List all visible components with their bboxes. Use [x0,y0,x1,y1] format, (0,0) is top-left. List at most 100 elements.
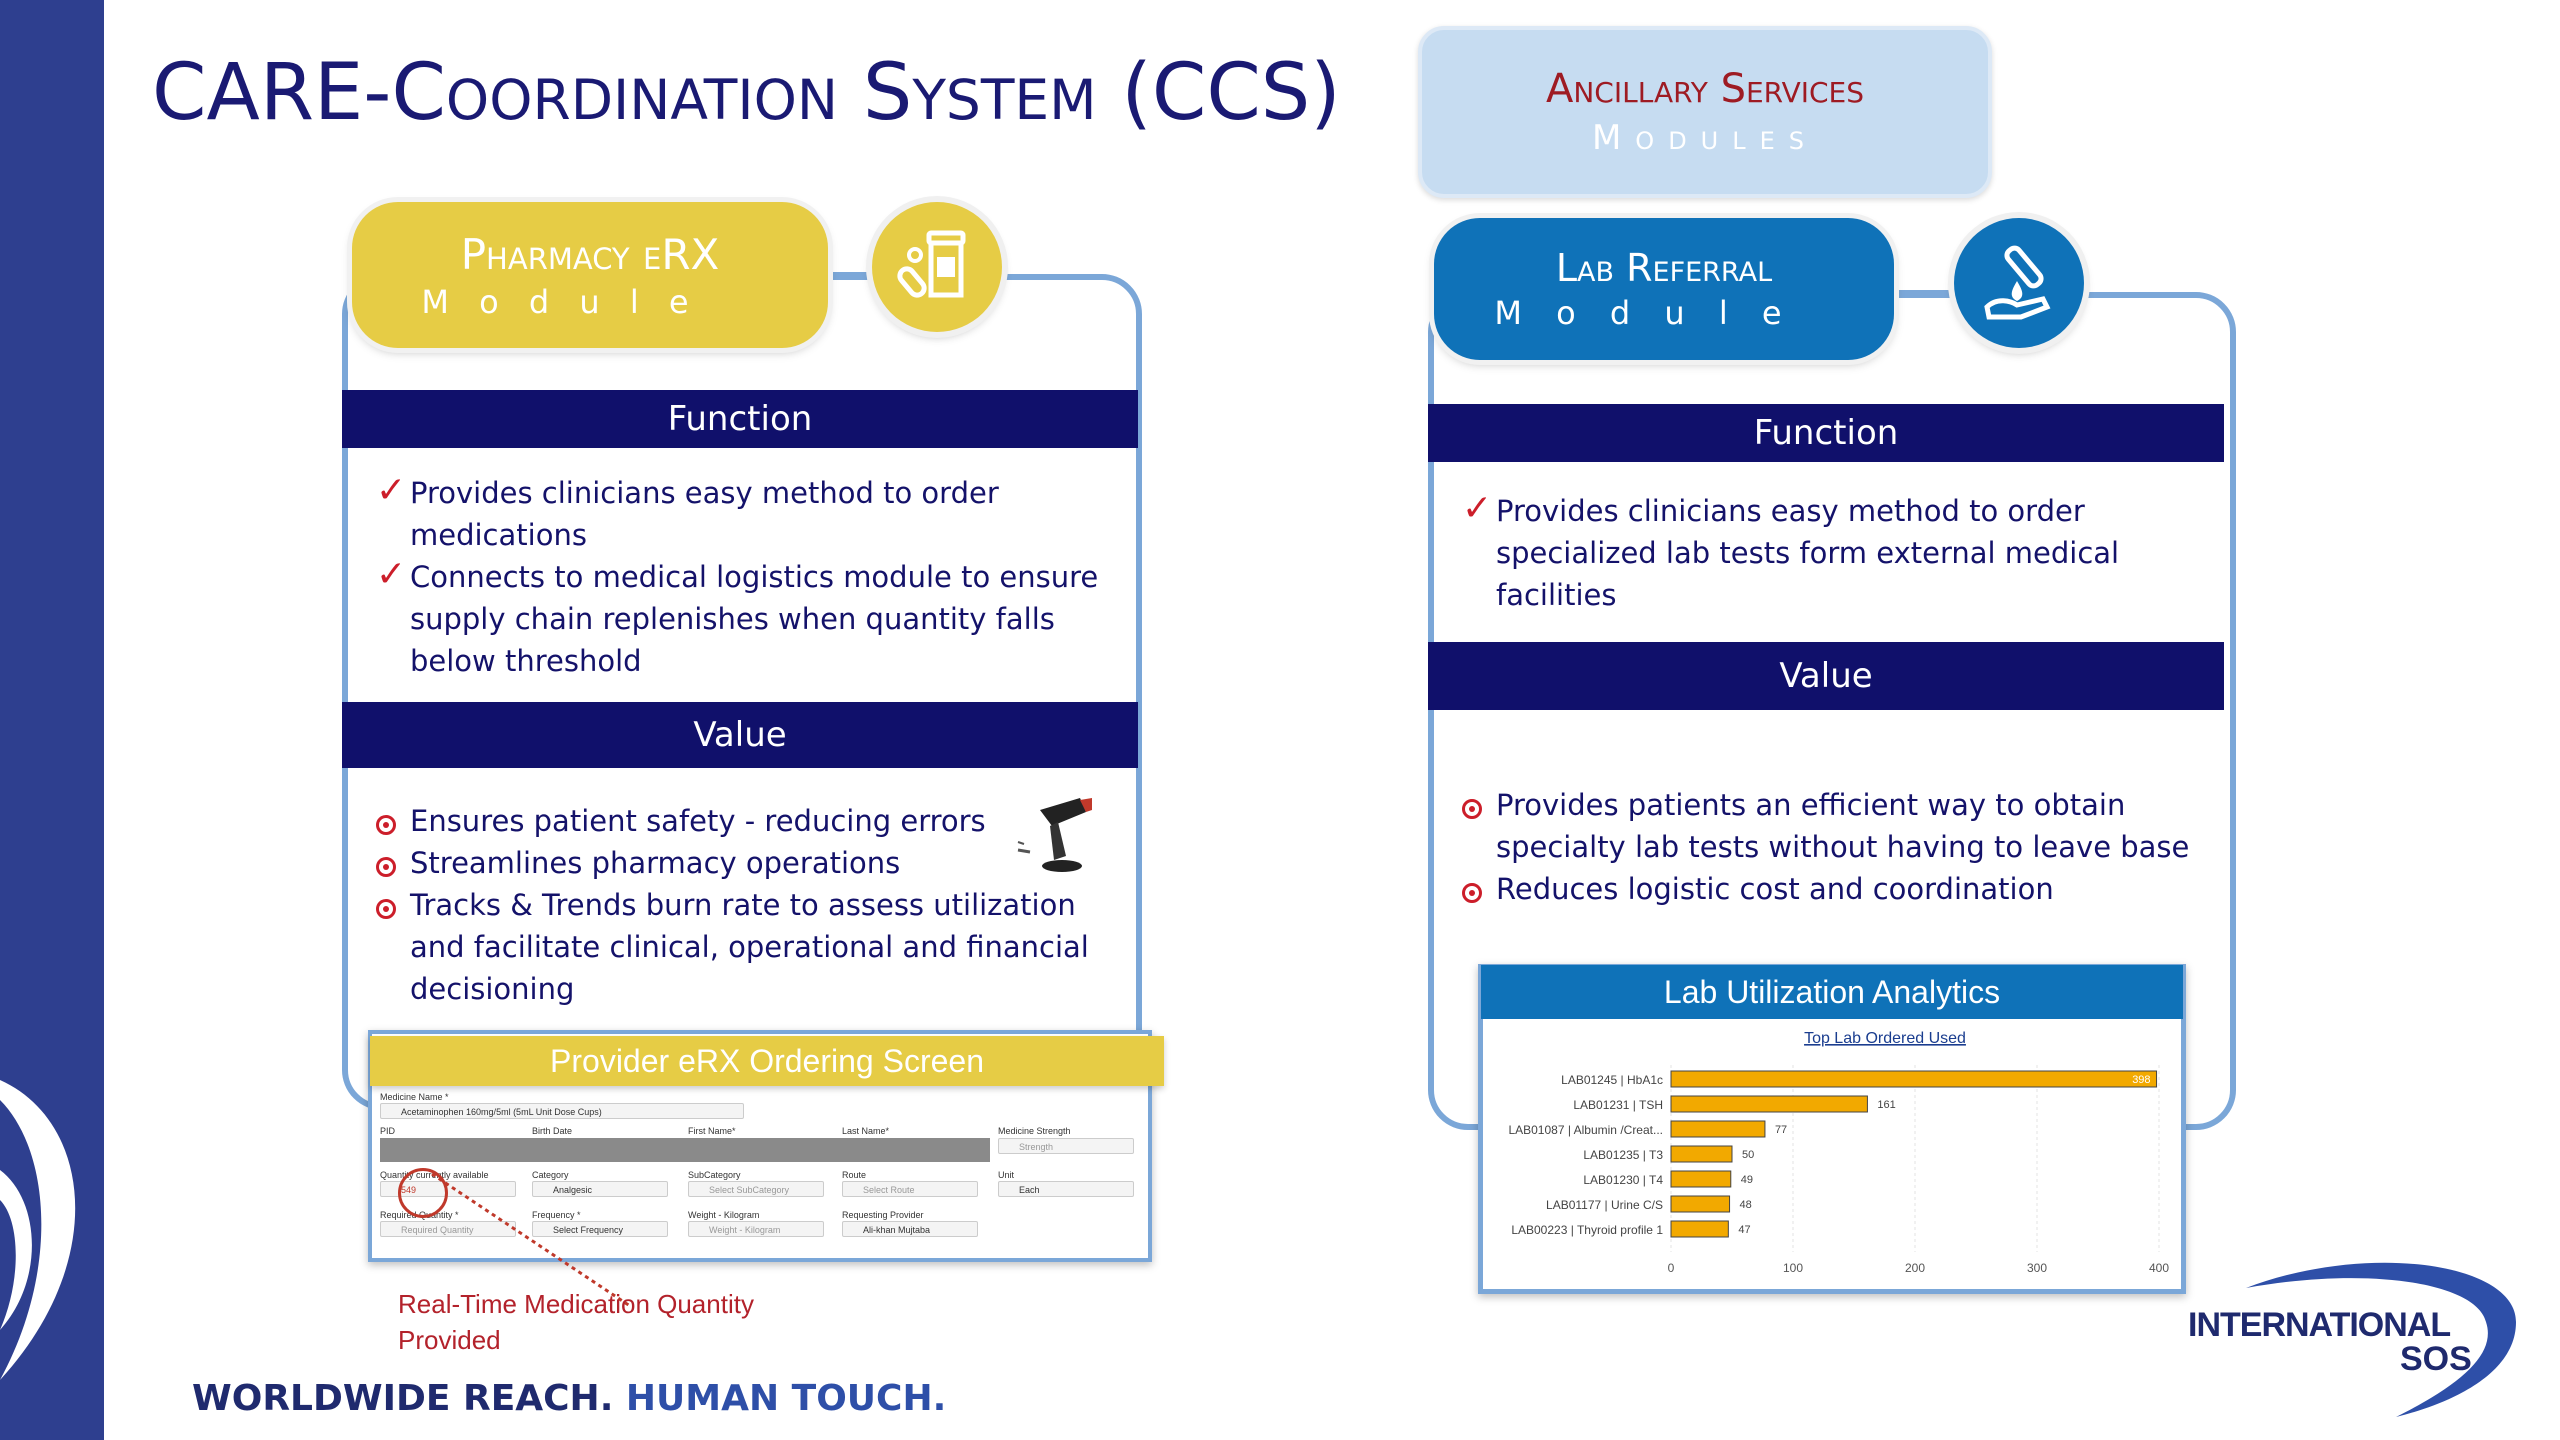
chart-data-label: 49 [1741,1174,1753,1186]
lab-analytics-panel: Lab Utilization Analytics Top Lab Ordere… [1478,964,2186,1294]
bullet-icon [1462,883,1482,903]
chart-bar [1670,1120,1766,1138]
ancillary-services-box: Ancillary Services Modules [1418,26,1992,198]
lab-module-title: Lab Referral [1555,246,1773,290]
pharmacy-function-item: ✓ Provides clinicians easy method to ord… [376,472,1116,556]
page-title: CARE-Coordination System (CCS) [152,48,1341,138]
lab-value-header: Value [1428,642,2224,710]
chart-data-label: 161 [1877,1099,1895,1111]
logo-line2: SOS [2400,1340,2472,1378]
lab-orders-chart: Top Lab Ordered Used 0 100 200 300 400 LAB0124… [1508,1030,2169,1275]
erx-screen-header: Provider eRX Ordering Screen [370,1036,1164,1086]
first-name-label: First Name* [688,1126,736,1136]
chart-data-label: 47 [1738,1224,1750,1236]
pharmacy-function-list: ✓ Provides clinicians easy method to ord… [376,472,1116,682]
tagline: WORLDWIDE REACH. HUMAN TOUCH. [192,1378,946,1419]
medicine-strength-label: Medicine Strength [998,1126,1071,1136]
check-icon: ✓ [376,554,407,595]
pharmacy-module-pill: Pharmacy eRX M o d u l e [352,202,828,348]
chart-data-label: 77 [1775,1124,1787,1136]
subcategory-label: SubCategory [688,1170,741,1180]
chart-tick-label: 100 [1783,1261,1803,1275]
chart-category-label: LAB01230 | T4 [1583,1173,1663,1187]
requesting-provider-label: Requesting Provider [842,1210,924,1220]
chart-title: Top Lab Ordered Used [1804,1030,1966,1047]
lab-value-list: Provides patients an efficient way to ob… [1462,784,2212,910]
route-select[interactable]: Select Route [842,1181,978,1197]
pharmacy-function-header: Function [342,390,1138,448]
medicine-name-field[interactable]: Acetaminophen 160mg/5ml (5mL Unit Dose C… [380,1103,744,1119]
lab-icon-circle [1954,218,2084,348]
pharmacy-value-item: Tracks & Trends burn rate to assess util… [376,884,1120,1010]
pharmacy-connector [830,272,890,278]
chart-category-label: LAB01087 | Albumin /Creat... [1508,1123,1663,1137]
pharmacy-value-item: Streamlines pharmacy operations [376,842,1120,884]
lab-module-subtitle: M o d u l e [1494,294,1794,332]
route-label: Route [842,1170,867,1180]
international-sos-logo: INTERNATIONAL SOS [2186,1252,2526,1422]
tagline-part1: WORLDWIDE REACH. [192,1378,614,1419]
unit-select[interactable]: Each [998,1181,1134,1197]
birth-date-label: Birth Date [532,1126,573,1136]
erx-screen-content: Medicine Name * Acetaminophen 160mg/5ml … [372,1090,1148,1258]
bullet-icon [376,857,396,877]
chart-data-label: 50 [1742,1149,1754,1161]
lab-analytics-header: Lab Utilization Analytics [1481,965,2183,1019]
pharmacy-module-subtitle: M o d u l e [421,282,699,321]
chart-category-label: LAB01177 | Urine C/S [1546,1198,1663,1212]
chart-category-label: LAB01231 | TSH [1573,1098,1663,1112]
barcode-scanner-icon [1017,798,1092,872]
medicine-name-label: Medicine Name * [380,1092,449,1102]
lab-connector [1896,290,1966,296]
pharmacy-value-list: Ensures patient safety - reducing errors… [376,800,1120,1010]
chart-tick-label: 200 [1905,1261,1925,1275]
required-qty-field[interactable]: Required Quantity [380,1221,516,1237]
chart-bar [1670,1195,1731,1213]
pharmacy-value-item: Ensures patient safety - reducing errors [376,800,1120,842]
chart-tick-label: 300 [2027,1261,2047,1275]
chart-data-label: 48 [1740,1199,1752,1211]
frequency-select[interactable]: Select Frequency [532,1221,668,1237]
patient-info-bar [380,1138,990,1162]
bullet-icon [376,815,396,835]
category-select[interactable]: Analgesic [532,1181,668,1197]
subcategory-select[interactable]: Select SubCategory [688,1181,824,1197]
lab-function-list: ✓ Provides clinicians easy method to ord… [1462,490,2212,616]
requesting-provider-select[interactable]: Ali-khan Mujtaba [842,1221,978,1237]
logo-line1: INTERNATIONAL [2188,1306,2451,1344]
chart-tick-label: 0 [1668,1261,1675,1275]
category-label: Category [532,1170,569,1180]
lab-module-pill: Lab Referral M o d u l e [1434,218,1894,360]
chart-bar [1670,1070,2158,1088]
last-name-label: Last Name* [842,1126,890,1136]
bullet-icon [376,899,396,919]
strength-field[interactable]: Strength [998,1138,1134,1154]
lab-value-item: Provides patients an efficient way to ob… [1462,784,2212,868]
lab-function-header: Function [1428,404,2224,462]
chart-category-label: LAB01245 | HbA1c [1561,1073,1663,1087]
chart-bar [1670,1170,1732,1188]
weight-field[interactable]: Weight - Kilogram [688,1221,824,1237]
check-icon: ✓ [1462,488,1493,529]
chart-tick-label: 400 [2149,1261,2169,1275]
chart-bar [1670,1095,1868,1113]
left-sidebar [0,0,104,1440]
pharmacy-function-item: ✓ Connects to medical logistics module t… [376,556,1116,682]
lab-function-item: ✓ Provides clinicians easy method to ord… [1462,490,2212,616]
ancillary-title: Ancillary Services [1545,66,1865,112]
chart-category-label: LAB01235 | T3 [1583,1148,1663,1162]
pharmacy-module-title: Pharmacy eRX [460,229,720,279]
chart-bar [1670,1220,1729,1238]
lab-value-item: Reduces logistic cost and coordination [1462,868,2212,910]
chart-bar [1670,1145,1733,1163]
test-tube-icon [1984,245,2051,320]
sidebar-swoosh-icon [0,1080,76,1380]
chart-data-label: 398 [2132,1074,2150,1086]
chart-category-label: LAB00223 | Thyroid profile 1 [1511,1223,1663,1237]
pharmacy-value-header: Value [342,702,1138,768]
unit-label: Unit [998,1170,1015,1180]
tagline-part2: HUMAN TOUCH. [625,1378,947,1419]
pharmacy-icon-circle [872,202,1002,332]
bullet-icon [1462,799,1482,819]
callout-text: Real-Time Medication Quantity Provided [398,1289,754,1355]
